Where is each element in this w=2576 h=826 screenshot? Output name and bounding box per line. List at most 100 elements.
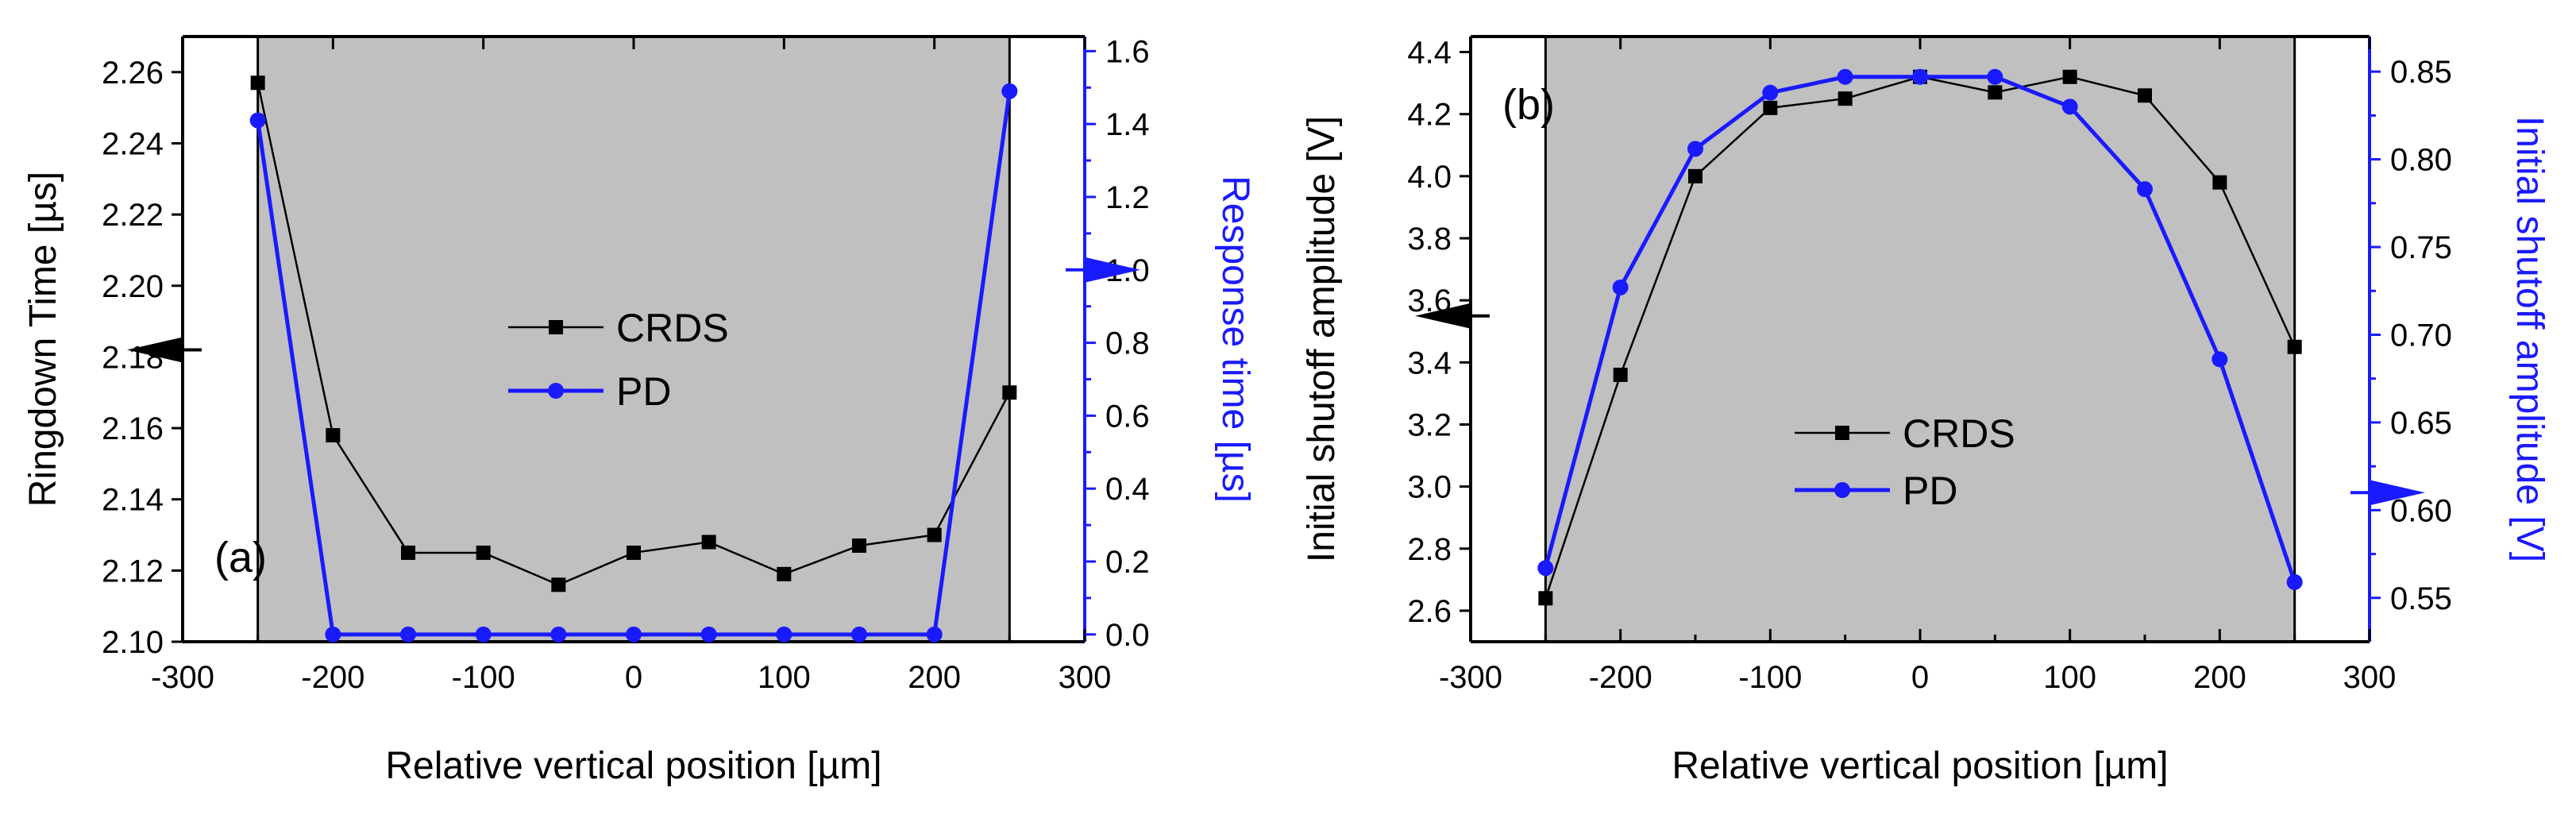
data-point-pd xyxy=(325,626,341,643)
y2-tick-label: 0.60 xyxy=(2390,493,2452,528)
arrow-left-axis xyxy=(127,337,183,363)
x-tick-label: -100 xyxy=(1738,660,1802,695)
y2-tick-label: 0.65 xyxy=(2390,406,2452,441)
data-point-crds xyxy=(1688,168,1703,183)
legend-label-crds: CRDS xyxy=(1903,411,2015,456)
y-tick-label: 3.8 xyxy=(1407,222,1452,257)
x-axis-title: Relative vertical position [µm] xyxy=(385,745,881,787)
legend: CRDS PD xyxy=(508,306,729,414)
y2-tick-label: 0.70 xyxy=(2390,318,2452,353)
x-tick-label: -100 xyxy=(452,660,515,695)
x-tick-label: 200 xyxy=(2193,660,2246,695)
legend: CRDS PD xyxy=(1795,411,2015,513)
y-tick-label: 2.24 xyxy=(102,126,164,161)
arrow-right-axis xyxy=(1085,257,1140,283)
data-point-pd xyxy=(1912,68,1928,85)
arrow-left-axis xyxy=(1415,303,1471,329)
legend-marker-pd xyxy=(548,383,564,399)
x-axis-title: Relative vertical position [µm] xyxy=(1672,745,2168,787)
y2-tick-label: 0.4 xyxy=(1105,472,1150,507)
legend-label-pd: PD xyxy=(616,369,671,414)
y-axis-title: Initial shutoff amplitude [V] xyxy=(1301,116,1343,562)
panel-label: (b) xyxy=(1502,81,1555,129)
y2-tick-label: 0.2 xyxy=(1105,545,1150,580)
legend-label-pd: PD xyxy=(1903,469,1957,513)
data-point-crds xyxy=(627,545,641,560)
y-tick-label: 2.8 xyxy=(1407,532,1452,567)
x-tick-label: -300 xyxy=(1439,660,1502,695)
y2-axis-title: Response time [µs] xyxy=(1214,176,1256,503)
y2-tick-label: 1.4 xyxy=(1105,107,1150,142)
y2-tick-label: 0.75 xyxy=(2390,230,2452,265)
data-point-crds xyxy=(777,566,792,581)
data-point-crds xyxy=(1988,85,2003,100)
x-tick-label: -200 xyxy=(301,660,364,695)
y-tick-label: 4.2 xyxy=(1407,98,1452,133)
y-axis-title: Ringdown Time [µs] xyxy=(22,172,64,507)
legend-marker-pd xyxy=(1834,482,1850,498)
y2-tick-label: 0.80 xyxy=(2390,143,2452,178)
chart-panel-b: -300 -200 -100 0 100 200 3002.62.83.03.23.43.6… xyxy=(1301,35,2551,787)
data-point-crds xyxy=(1613,367,1628,382)
legend-label-crds: CRDS xyxy=(616,306,729,350)
y2-tick-label: 1.2 xyxy=(1105,180,1150,215)
data-point-pd xyxy=(851,626,867,643)
data-point-pd xyxy=(2286,573,2303,590)
y-tick-label: 3.0 xyxy=(1407,470,1452,505)
y2-tick-label: 1.6 xyxy=(1105,34,1150,69)
y-tick-label: 3.2 xyxy=(1407,407,1452,442)
data-point-pd xyxy=(776,626,792,643)
x-tick-label: 0 xyxy=(625,660,642,695)
y-tick-label: 2.14 xyxy=(102,483,164,518)
data-point-pd xyxy=(550,626,567,643)
y2-axis-title: Initial shutoff amplitude [V] xyxy=(2509,116,2551,562)
y-tick-label: 3.4 xyxy=(1407,345,1452,380)
data-point-pd xyxy=(1687,141,1703,157)
data-point-pd xyxy=(1762,84,1779,101)
x-tick-label: 0 xyxy=(1911,660,1929,695)
data-point-pd xyxy=(926,626,943,643)
chart-panel-a: -300 -200 -100 0 100 200 300 2.10 2.12 2.14 2.16 2.… xyxy=(22,34,1256,787)
data-point-crds xyxy=(476,545,491,560)
data-point-crds xyxy=(1838,91,1853,106)
shaded-region xyxy=(257,37,1010,642)
y-tick-label: 2.16 xyxy=(102,411,164,446)
data-point-crds xyxy=(2287,339,2302,354)
y2-tick-label: 0.8 xyxy=(1105,326,1150,361)
data-point-crds xyxy=(2138,88,2152,103)
data-point-pd xyxy=(400,626,416,643)
x-tick-label: 200 xyxy=(908,660,961,695)
data-point-pd xyxy=(626,626,642,643)
data-point-crds xyxy=(927,527,942,542)
panel-label: (a) xyxy=(214,534,267,581)
y2-tick-label: 0.55 xyxy=(2390,581,2452,616)
data-point-pd xyxy=(2212,351,2228,368)
data-point-crds xyxy=(852,538,866,553)
data-point-crds xyxy=(1002,385,1017,400)
legend-marker-crds xyxy=(1835,426,1849,440)
y2-tick-label: 0.0 xyxy=(1105,618,1150,653)
data-point-pd xyxy=(1537,560,1554,577)
y-tick-label: 2.26 xyxy=(102,56,164,91)
data-point-crds xyxy=(2062,69,2077,84)
data-point-crds xyxy=(701,535,716,550)
y-tick-label: 4.4 xyxy=(1407,36,1452,71)
data-point-crds xyxy=(326,428,341,443)
data-point-crds xyxy=(551,577,566,592)
data-point-crds xyxy=(401,545,415,560)
data-point-crds xyxy=(250,75,265,91)
y-tick-label: 2.6 xyxy=(1407,594,1452,629)
y2-tick-label: 0.85 xyxy=(2390,55,2452,90)
data-point-crds xyxy=(2212,175,2227,190)
x-tick-label: 100 xyxy=(2043,660,2096,695)
data-point-pd xyxy=(2137,181,2153,198)
shaded-region xyxy=(1545,37,2295,642)
data-point-pd xyxy=(1987,68,2003,85)
data-point-pd xyxy=(1001,83,1018,99)
x-tick-label: -300 xyxy=(151,660,214,695)
y-tick-label: 2.12 xyxy=(102,554,164,589)
y-tick-label: 4.0 xyxy=(1407,160,1452,195)
x-tick-label: 300 xyxy=(2343,660,2397,695)
x-tick-label: -200 xyxy=(1589,660,1652,695)
